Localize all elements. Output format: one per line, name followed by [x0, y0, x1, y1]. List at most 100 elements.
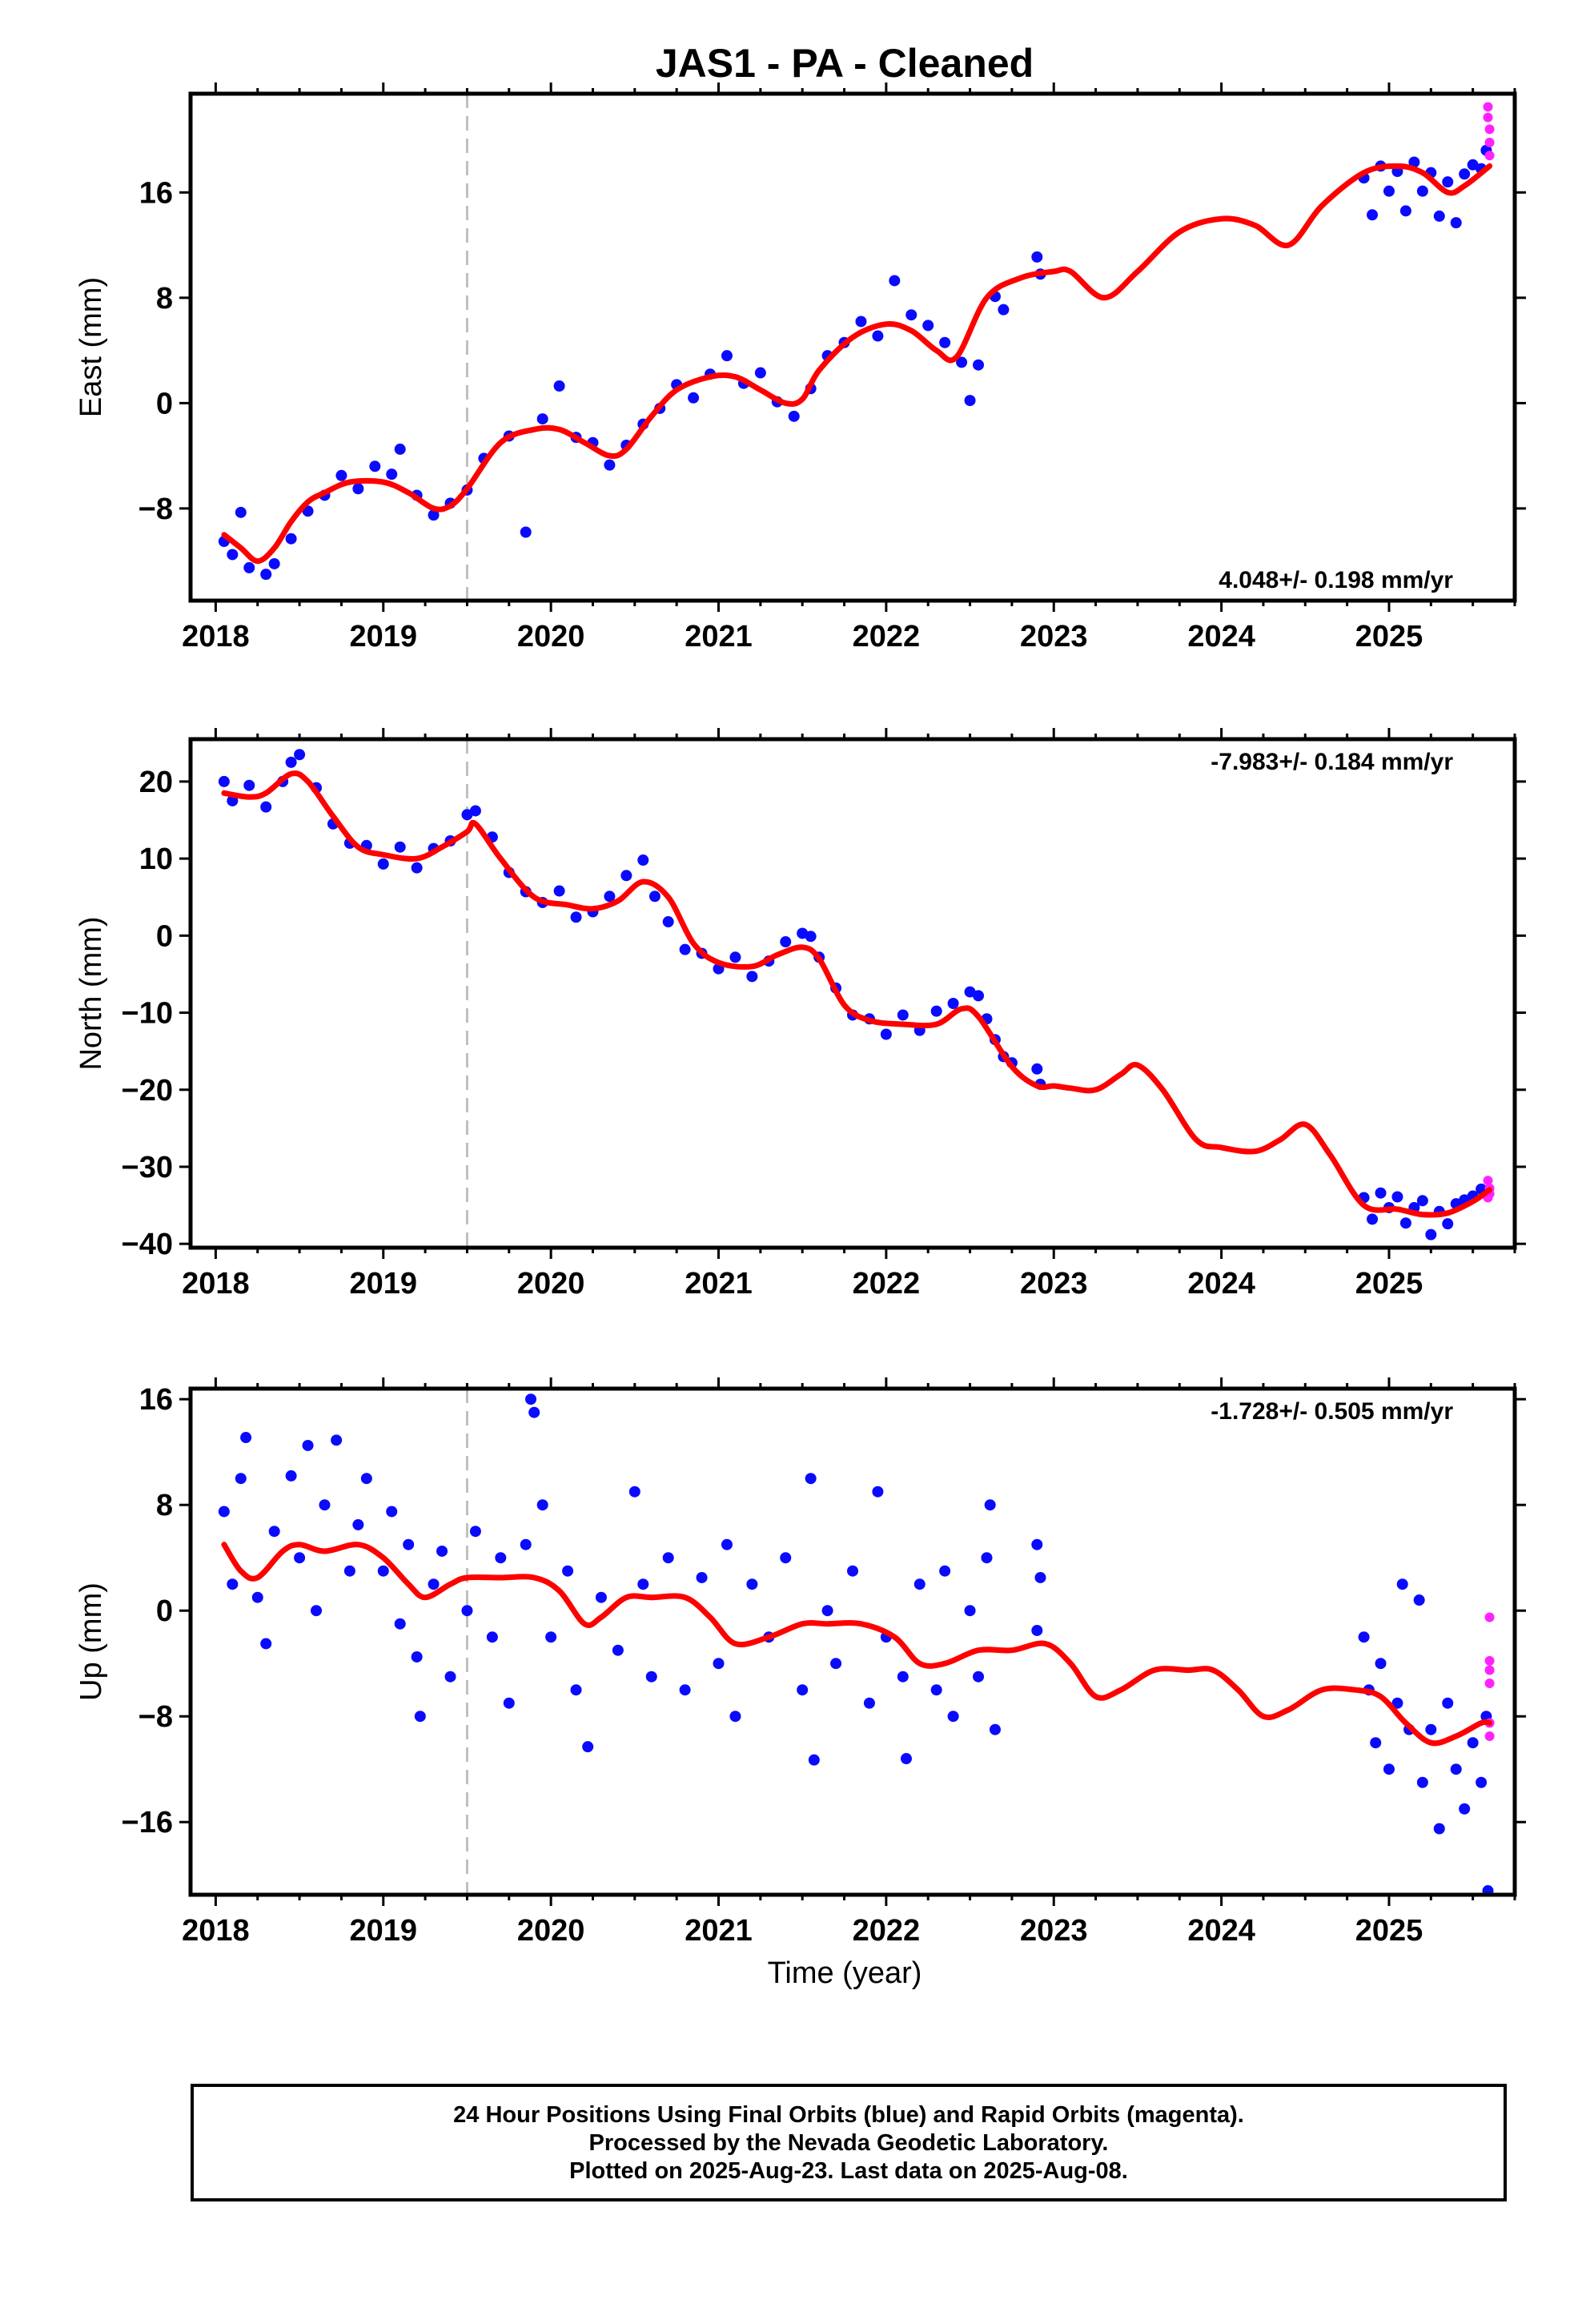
chart-title: JAS1 - PA - Cleaned: [656, 41, 1034, 86]
up-final-orbit-point: [797, 1684, 809, 1696]
east-final-orbit-point: [956, 356, 968, 368]
north-model-fit-line: [221, 770, 1493, 1218]
up-final-orbit-point: [746, 1578, 758, 1590]
up-final-orbit-point: [1358, 1631, 1370, 1643]
east-final-orbit-point: [235, 506, 247, 518]
up-x-tick-label: 2019: [349, 1914, 417, 1948]
up-final-orbit-point: [403, 1538, 415, 1550]
north-final-orbit-point: [377, 858, 389, 870]
north-x-tick-label: 2025: [1355, 1267, 1423, 1301]
east-final-orbit-point: [553, 380, 565, 392]
east-final-orbit-point: [1416, 185, 1428, 197]
east-final-orbit-point: [905, 309, 917, 321]
north-final-orbit-point: [469, 805, 481, 817]
east-final-orbit-point: [536, 413, 548, 425]
east-panel: 2018 2019 2020 2021 2022 2023 2024 2025 −8 0 8 16 Ea…: [74, 82, 1526, 653]
east-final-orbit-point: [889, 275, 901, 287]
up-final-orbit-point: [947, 1711, 959, 1723]
north-final-orbit-point: [746, 971, 758, 983]
north-final-orbit-point: [294, 749, 306, 761]
up-final-orbit-point: [662, 1552, 674, 1564]
east-final-orbit-point: [973, 359, 985, 371]
up-final-orbit-point: [260, 1638, 272, 1650]
east-plot-frame: [188, 91, 1517, 603]
up-panel: 2018 2019 2020 2021 2022 2023 2024 2025 −16 −8 0 8 1…: [74, 1377, 1526, 1948]
north-final-orbit-point: [394, 841, 406, 853]
east-final-orbit-point: [688, 392, 700, 404]
up-final-orbit-point: [821, 1605, 833, 1617]
north-final-orbit-point: [662, 916, 674, 928]
up-x-tick-label: 2022: [853, 1914, 921, 1948]
up-final-orbit-point: [469, 1526, 481, 1538]
up-final-orbit-point: [394, 1618, 406, 1630]
up-final-orbit-point: [808, 1754, 820, 1766]
up-final-orbit-point: [1375, 1658, 1387, 1670]
east-final-orbit-point: [855, 316, 867, 328]
up-final-orbit-point: [377, 1565, 389, 1577]
east-x-tick-label: 2020: [517, 620, 585, 653]
up-final-orbit-point: [696, 1571, 708, 1583]
up-final-orbit-point: [964, 1605, 976, 1617]
east-x-tick-label: 2025: [1355, 620, 1423, 653]
east-final-orbit-point: [1031, 251, 1043, 263]
up-final-orbit-point: [973, 1671, 985, 1683]
up-final-orbit-point: [930, 1684, 942, 1696]
east-final-orbit-point: [1467, 159, 1479, 171]
east-final-orbit-point: [1442, 176, 1454, 188]
footer-line-3: Plotted on 2025-Aug-23. Last data on 202…: [569, 2158, 1128, 2184]
east-final-orbit-point: [998, 304, 1010, 316]
up-rapid-orbit-point: [1484, 1678, 1495, 1688]
east-x-tick-label: 2018: [182, 620, 250, 653]
north-final-orbit-point: [260, 801, 272, 813]
north-final-orbit-point: [1375, 1187, 1387, 1199]
up-final-orbit-point: [582, 1741, 594, 1753]
footer-line-1: 24 Hour Positions Using Final Orbits (bl…: [453, 2102, 1244, 2128]
north-final-orbit-point: [930, 1005, 942, 1017]
north-final-orbit-point: [648, 891, 661, 903]
up-final-orbit-point: [1425, 1723, 1437, 1735]
up-rapid-orbit-point: [1484, 1612, 1495, 1622]
north-final-orbit-point: [1425, 1228, 1437, 1240]
up-final-orbit-point: [1442, 1697, 1454, 1709]
up-final-orbit-point: [1416, 1776, 1428, 1788]
up-rapid-orbit-point: [1484, 1665, 1495, 1675]
east-final-orbit-point: [335, 469, 347, 481]
up-final-orbit-point: [444, 1671, 456, 1683]
north-x-tick-label: 2024: [1187, 1267, 1255, 1301]
north-rate-label: -7.983+/- 0.184 mm/yr: [1211, 749, 1453, 775]
east-final-orbit-point: [788, 410, 800, 422]
footer-caption-box: 24 Hour Positions Using Final Orbits (bl…: [191, 2084, 1507, 2201]
north-final-orbit-point: [553, 885, 565, 897]
east-rapid-orbit-point: [1483, 112, 1493, 123]
up-final-orbit-point: [461, 1605, 473, 1617]
up-y-tick-label: −8: [139, 1700, 173, 1734]
up-final-orbit-point: [428, 1578, 440, 1590]
east-x-tick-label: 2023: [1020, 620, 1088, 653]
east-y-tick-label: −8: [139, 493, 173, 526]
up-final-orbit-point: [863, 1697, 875, 1709]
up-final-orbit-point: [1459, 1803, 1471, 1815]
up-final-orbit-point: [1034, 1571, 1046, 1583]
north-final-orbit-point: [805, 931, 817, 943]
up-final-orbit-point: [536, 1499, 548, 1511]
north-x-tick-label: 2022: [853, 1267, 921, 1301]
north-rapid-orbit-point: [1483, 1176, 1493, 1186]
north-final-orbit-point: [604, 891, 616, 903]
north-final-orbit-point: [1367, 1213, 1379, 1225]
up-model-fit-line: [221, 1542, 1493, 1747]
up-final-orbit-point: [294, 1552, 306, 1564]
east-x-tick-label: 2024: [1187, 620, 1255, 653]
east-x-tick-label: 2019: [349, 620, 417, 653]
north-final-orbit-point: [218, 775, 230, 787]
up-x-tick-label: 2021: [685, 1914, 753, 1948]
up-final-orbit-point: [637, 1578, 649, 1590]
north-final-orbit-point: [897, 1009, 909, 1021]
up-final-orbit-point: [528, 1406, 540, 1418]
up-final-orbit-point: [981, 1552, 993, 1564]
up-final-orbit-point: [218, 1506, 230, 1518]
up-final-orbit-point: [872, 1486, 884, 1498]
up-final-orbit-point: [913, 1578, 926, 1590]
up-plot-frame: [188, 1386, 1517, 1897]
up-final-orbit-point: [1031, 1538, 1043, 1550]
